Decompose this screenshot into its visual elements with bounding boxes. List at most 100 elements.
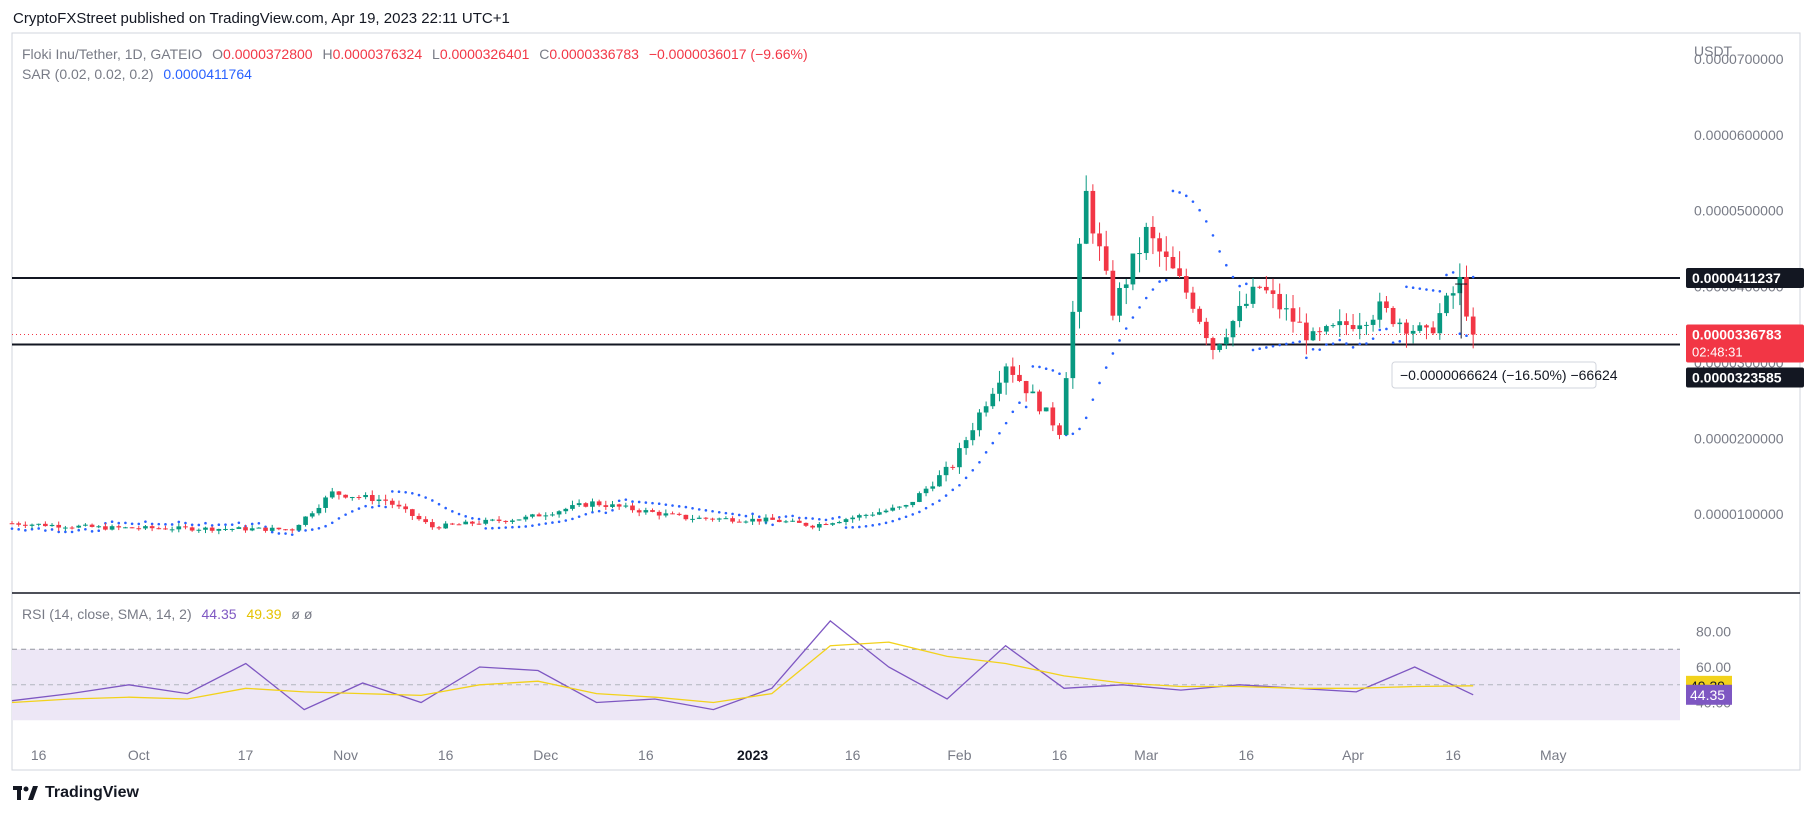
candle-body: [1057, 425, 1062, 435]
candle-body: [349, 497, 355, 499]
price-axis-tick: 0.0000500000: [1694, 203, 1784, 219]
sar-dot: [1411, 286, 1415, 290]
main-legend: Floki Inu/Tether, 1D, GATEIO O0.00003728…: [22, 46, 814, 62]
time-axis-label: 16: [438, 747, 454, 763]
candle-body: [1404, 322, 1409, 334]
sar-dot: [811, 517, 814, 520]
candle-body: [1357, 325, 1363, 330]
candle-body: [690, 518, 695, 520]
sar-dot: [257, 521, 261, 525]
sar-dot: [491, 526, 494, 530]
symbol-label[interactable]: Floki Inu/Tether, 1D, GATEIO: [22, 46, 203, 62]
sar-dot: [310, 528, 314, 531]
sar-dot: [357, 507, 361, 510]
candle-body: [1304, 322, 1309, 341]
candle-body: [1090, 190, 1096, 234]
sar-dot: [1031, 365, 1035, 368]
candle-body: [510, 520, 515, 522]
sar-dot: [1298, 340, 1301, 343]
candle-body: [836, 521, 842, 524]
candle-body: [216, 528, 222, 531]
candle-body: [1470, 316, 1476, 335]
sar-dot: [831, 517, 834, 520]
countdown-badge: 02:48:31: [1692, 345, 1743, 360]
sar-dot: [404, 490, 407, 494]
candle-body: [483, 519, 489, 524]
low-label: L: [432, 46, 440, 62]
candle-body: [63, 527, 68, 529]
candle-body: [1417, 325, 1423, 331]
sar-dot: [37, 527, 40, 530]
sar-dot: [464, 515, 467, 518]
candle-body: [1243, 303, 1249, 306]
candle-body: [109, 526, 115, 530]
candle-body: [396, 504, 402, 507]
candle-body: [496, 519, 502, 521]
candle-body: [977, 412, 982, 431]
candle-body: [1330, 325, 1336, 327]
sar-dot: [924, 506, 928, 510]
sar-dot: [584, 512, 588, 516]
candle-body: [1037, 391, 1042, 412]
candle-body: [289, 529, 295, 531]
candle-body: [570, 505, 575, 509]
low-value: 0.0000326401: [439, 46, 530, 62]
sar-dot: [938, 499, 941, 502]
sar-dot: [537, 523, 541, 526]
candle-body: [743, 521, 749, 523]
candle-body: [583, 503, 589, 507]
candle-body: [363, 495, 368, 498]
rsi-sma-line: [11, 641, 1474, 704]
sar-dot: [838, 515, 841, 519]
resistance-badge-bg: [1686, 268, 1804, 289]
sar-dot: [1365, 342, 1368, 345]
sar-dot: [290, 533, 294, 536]
sar-dot: [177, 520, 181, 524]
sar-dot: [557, 520, 561, 524]
candle-body: [1390, 307, 1396, 325]
sar-dot: [851, 526, 854, 529]
rsi-axis-tick: 60.00: [1696, 659, 1731, 675]
candle-body: [1170, 256, 1176, 269]
candle-body: [1077, 243, 1082, 312]
candle-body: [1210, 338, 1216, 350]
sar-dot: [931, 502, 935, 506]
candle-body: [343, 494, 348, 498]
sar-dot: [858, 525, 861, 529]
sar-dot: [70, 530, 74, 534]
sar-dot: [50, 528, 54, 531]
sar-dot: [1351, 346, 1355, 349]
sar-dot: [1358, 342, 1362, 346]
sar-value: 0.0000411764: [163, 66, 252, 82]
candle-body: [883, 510, 889, 513]
candle-body: [676, 513, 682, 515]
candle-body: [843, 519, 849, 522]
candle-body: [1023, 381, 1029, 394]
sar-dot: [737, 513, 741, 517]
candle-body: [1237, 305, 1242, 322]
candle-body: [149, 526, 155, 529]
rsi-label[interactable]: RSI (14, close, SMA, 14, 2): [22, 606, 192, 622]
sar-dot: [1425, 288, 1428, 291]
candle-body: [997, 382, 1002, 394]
candle-body: [269, 527, 275, 531]
sar-dot: [504, 526, 508, 529]
sar-dot: [711, 509, 714, 513]
sar-dot: [97, 529, 101, 533]
candle-body: [556, 511, 562, 515]
time-axis-label: Apr: [1342, 747, 1364, 763]
sar-label[interactable]: SAR (0.02, 0.02, 0.2): [22, 66, 154, 82]
sar-dot: [751, 512, 754, 516]
sar-dot: [517, 525, 521, 529]
rsi-axis-tick: 80.00: [1696, 624, 1731, 640]
sar-dot: [44, 529, 47, 532]
sar-dot: [984, 451, 988, 454]
candle-body: [116, 526, 122, 528]
sar-dot: [384, 505, 387, 509]
candle-body: [763, 517, 769, 522]
candle-body: [1030, 391, 1036, 394]
sar-dot: [237, 521, 241, 525]
time-axis-label: May: [1540, 747, 1566, 763]
candle-body: [229, 528, 235, 530]
